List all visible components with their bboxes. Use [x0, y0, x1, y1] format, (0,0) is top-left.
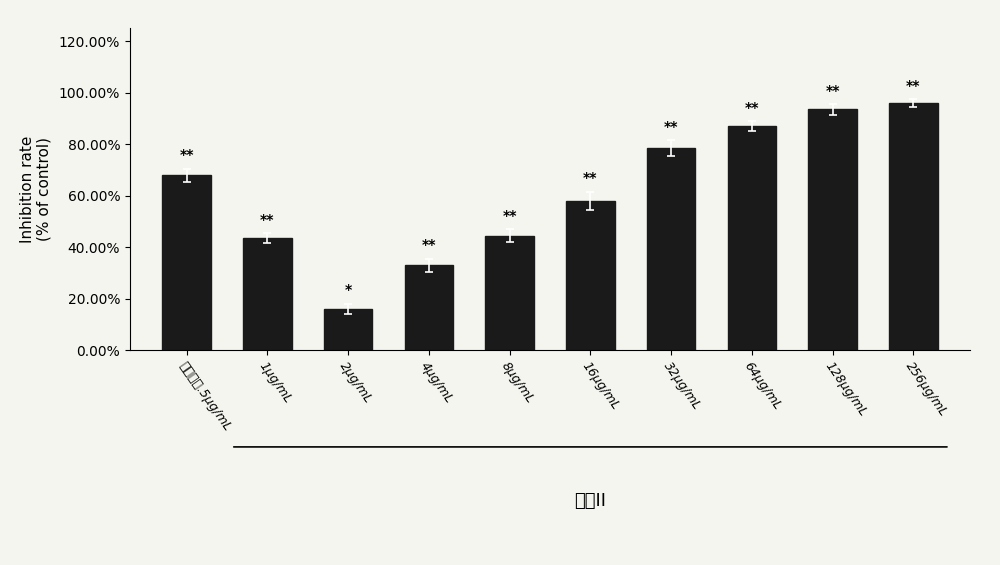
Bar — [889, 103, 938, 350]
Text: **: ** — [825, 84, 840, 98]
Bar — [162, 175, 211, 350]
Bar — [243, 238, 292, 350]
Text: *: * — [344, 284, 352, 298]
Text: **: ** — [502, 209, 517, 223]
Bar — [808, 110, 857, 350]
Text: **: ** — [260, 212, 275, 227]
Text: **: ** — [583, 171, 598, 185]
Bar — [728, 126, 776, 350]
Bar — [566, 201, 615, 350]
Bar — [485, 236, 534, 350]
Bar — [647, 148, 695, 350]
Text: 多肽II: 多肽II — [574, 492, 606, 510]
Text: **: ** — [422, 238, 436, 253]
Text: **: ** — [179, 148, 194, 162]
Text: **: ** — [745, 101, 759, 115]
Bar — [324, 309, 372, 350]
Y-axis label: Inhibition rate
(% of control): Inhibition rate (% of control) — [20, 136, 52, 243]
Text: **: ** — [664, 120, 678, 134]
Text: **: ** — [906, 79, 921, 93]
Bar — [405, 266, 453, 350]
